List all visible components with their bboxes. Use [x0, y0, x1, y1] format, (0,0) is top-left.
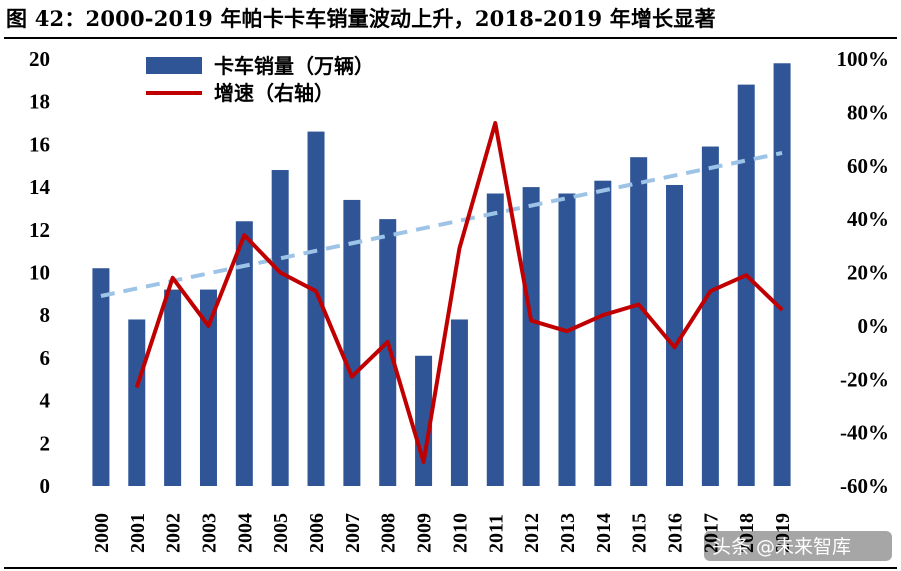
bar-2004: [235, 221, 253, 486]
growth-point-2019: [781, 309, 783, 311]
x-tick-2009: 2009: [414, 513, 436, 553]
x-tick-2011: 2011: [485, 514, 507, 553]
legend-label-line: 增速（右轴）: [214, 81, 334, 105]
watermark: 头条 @未来智库: [704, 531, 892, 561]
chart-title: 图 42：2000-2019 年帕卡卡车销量波动上升，2018-2019 年增长…: [6, 6, 716, 31]
legend: 卡车销量（万辆） 增速（右轴）: [146, 54, 374, 105]
x-tick-2001: 2001: [127, 513, 149, 553]
bar-2016: [666, 184, 684, 486]
growth-point-2002: [172, 277, 174, 279]
x-tick-2010: 2010: [449, 513, 471, 553]
x-tick-2002: 2002: [163, 513, 185, 553]
growth-point-2018: [745, 274, 747, 276]
left-tick-10: 10: [29, 261, 50, 285]
growth-point-2017: [709, 290, 711, 292]
growth-point-2013: [566, 330, 568, 332]
growth-point-2015: [638, 304, 640, 306]
x-tick-2013: 2013: [557, 513, 579, 553]
growth-point-2016: [674, 346, 676, 348]
left-tick-8: 8: [40, 303, 51, 327]
right-tick-20%: 20%: [847, 261, 889, 285]
x-tick-2018: 2018: [736, 513, 758, 553]
x-tick-2016: 2016: [665, 513, 687, 553]
x-tick-2012: 2012: [521, 513, 543, 553]
left-tick-12: 12: [29, 218, 50, 242]
bar-2000: [92, 268, 110, 486]
growth-line-series: [134, 121, 784, 464]
right-axis: -60% -40% -20% 0% 20% 40% 60% 80% 100%: [837, 47, 890, 498]
bar-2014: [594, 180, 612, 486]
bar-2006: [307, 131, 325, 486]
growth-point-2010: [458, 247, 460, 249]
right-tick--20%: -20%: [840, 367, 889, 391]
bar-2007: [343, 199, 361, 486]
bar-2013: [558, 193, 576, 486]
watermark-text: 头条 @未来智库: [712, 536, 851, 558]
left-tick-18: 18: [29, 90, 50, 114]
x-tick-2014: 2014: [593, 513, 615, 553]
right-tick-0%: 0%: [858, 314, 890, 338]
legend-swatch-bar: [146, 57, 202, 74]
growth-point-2001: [136, 386, 138, 388]
bar-2018: [737, 84, 755, 487]
bar-2019: [773, 63, 791, 487]
bar-2015: [630, 157, 648, 486]
growth-point-2011: [494, 122, 496, 124]
bar-2011: [486, 193, 504, 486]
left-tick-14: 14: [29, 175, 51, 199]
title-divider: [4, 37, 897, 39]
bar-2005: [271, 170, 289, 486]
growth-point-2005: [279, 272, 281, 273]
x-tick-2003: 2003: [198, 513, 220, 553]
x-tick-2007: 2007: [342, 513, 364, 553]
bar-2012: [522, 187, 540, 486]
x-tick-2015: 2015: [629, 513, 651, 553]
left-tick-0: 0: [40, 474, 51, 498]
x-tick-2008: 2008: [378, 513, 400, 553]
bar-2017: [701, 146, 719, 486]
right-tick-80%: 80%: [847, 100, 889, 124]
bar-2002: [164, 289, 182, 486]
right-tick-60%: 60%: [847, 154, 889, 178]
bar-2001: [128, 319, 146, 486]
left-tick-6: 6: [40, 346, 51, 370]
x-tick-2006: 2006: [306, 513, 328, 553]
growth-point-2003: [207, 325, 209, 327]
left-tick-20: 20: [29, 47, 50, 71]
watermark-background: [704, 531, 892, 561]
growth-point-2004: [243, 234, 245, 236]
x-tick-2000: 2000: [91, 513, 113, 553]
left-tick-2: 2: [40, 431, 51, 455]
x-tick-2005: 2005: [270, 513, 292, 553]
right-tick--60%: -60%: [840, 474, 889, 498]
trend-line: [100, 150, 783, 298]
bar-2010: [450, 319, 468, 486]
growth-point-2012: [530, 320, 532, 322]
left-axis: 0 2 4 6 8 10 12 14 16 18 20: [29, 47, 51, 498]
x-axis: 2000 2001 2002 2003 2004 2005 2006 2007 2008 2009…: [91, 513, 794, 553]
bar-2008: [379, 219, 397, 486]
bar-series: [92, 63, 791, 487]
right-tick--40%: -40%: [840, 421, 889, 445]
left-tick-4: 4: [40, 389, 51, 413]
growth-point-2006: [315, 290, 317, 292]
bottom-divider: [4, 567, 897, 569]
right-tick-40%: 40%: [847, 207, 889, 231]
growth-point-2008: [387, 341, 389, 343]
legend-label-bar: 卡车销量（万辆）: [214, 54, 374, 78]
growth-point-2007: [351, 376, 353, 378]
left-tick-16: 16: [29, 132, 50, 156]
trend-line-series: [100, 150, 783, 298]
bar-2003: [199, 289, 217, 486]
right-tick-100%: 100%: [837, 47, 890, 71]
growth-point-2014: [602, 314, 604, 316]
x-tick-2017: 2017: [700, 513, 722, 553]
growth-point-2009: [423, 461, 425, 463]
x-tick-2004: 2004: [234, 513, 256, 553]
x-tick-2019: 2019: [772, 513, 794, 553]
